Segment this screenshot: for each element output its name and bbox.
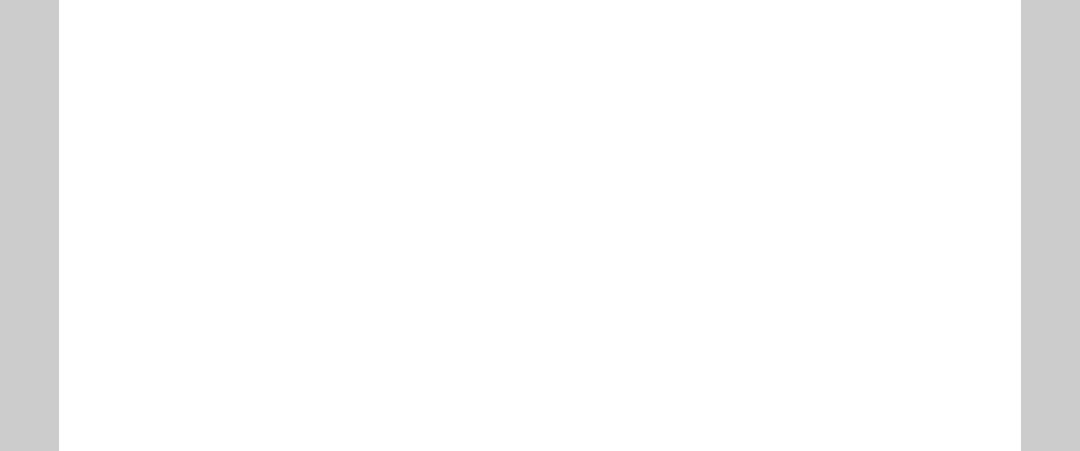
Text: 3.  Give the stepwise hydrolysis of starch and its reaction to benedict’s and io: 3. Give the stepwise hydrolysis of starc… (232, 90, 1009, 108)
Text: test.: test. (232, 151, 303, 169)
